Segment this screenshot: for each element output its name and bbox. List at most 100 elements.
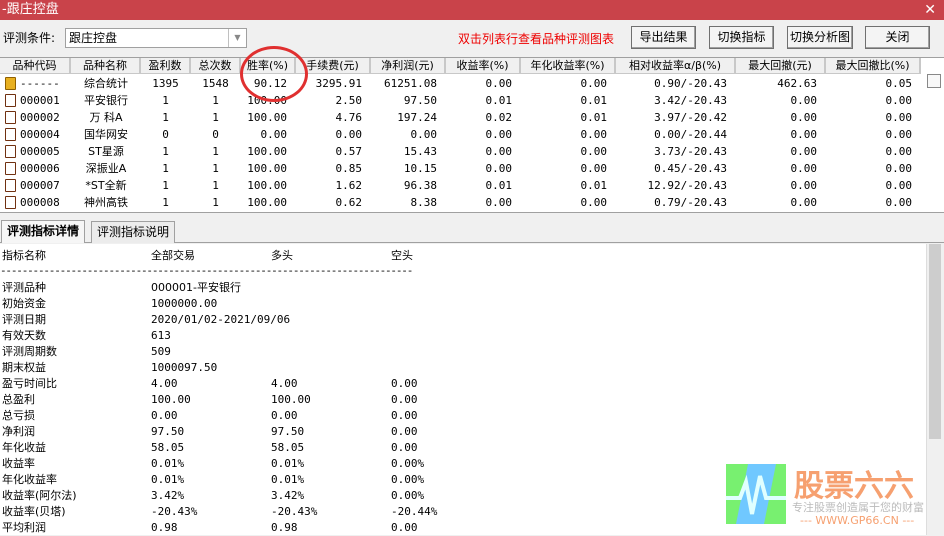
- svg-text:--- WWW.GP66.CN ---: --- WWW.GP66.CN ---: [800, 514, 914, 526]
- column-header[interactable]: 总次数: [191, 58, 241, 74]
- close-icon[interactable]: ✕: [924, 2, 936, 18]
- table-cell: 462.63: [777, 77, 817, 90]
- window-title: -跟庄控盘: [2, 2, 59, 17]
- detail-value: 0.00: [391, 521, 418, 534]
- table-cell: 8.38: [410, 196, 438, 209]
- detail-label: 平均利润: [2, 521, 46, 534]
- detail-label: 初始资金: [2, 297, 46, 310]
- table-cell: 1: [162, 196, 169, 209]
- tab-indicator-description[interactable]: 评测指标说明: [91, 221, 176, 243]
- table-cell: 3295.91: [315, 77, 362, 90]
- table-cell: 1: [212, 94, 219, 107]
- column-header[interactable]: 收益率(%): [446, 58, 521, 74]
- column-header[interactable]: 年化收益率(%): [521, 58, 616, 74]
- table-cell: 1: [162, 145, 169, 158]
- table-row[interactable]: 000002 万 科A 1 1 100.00 4.76 197.24 0.02 0.01 3.97…: [0, 109, 924, 126]
- export-button[interactable]: 导出结果: [631, 26, 696, 49]
- table-cell: 0.01: [580, 94, 608, 107]
- detail-value: 0.01%: [271, 457, 305, 470]
- table-cell: 2.50: [335, 94, 363, 107]
- table-cell: 0.00/-20.44: [654, 128, 727, 141]
- condition-select[interactable]: 跟庄控盘 ▼: [65, 28, 247, 48]
- table-cell: 0.00: [410, 128, 438, 141]
- detail-value: 0.00%: [391, 473, 425, 486]
- table-cell: 1: [162, 111, 169, 124]
- tab-indicator-details[interactable]: 评测指标详情: [1, 220, 86, 243]
- table-row[interactable]: 000006 深振业A 1 1 100.00 0.85 10.15 0.00 0.00 0.45/…: [0, 160, 924, 177]
- detail-value: 613: [151, 329, 171, 342]
- condition-label: 评测条件:: [3, 31, 56, 45]
- detail-scrollbar[interactable]: [926, 244, 944, 535]
- column-header[interactable]: 胜率(%): [241, 58, 296, 74]
- chevron-down-icon[interactable]: ▼: [228, 29, 246, 47]
- table-cell: 000005: [20, 145, 60, 158]
- detail-value: 4.00: [271, 377, 298, 390]
- detail-label: 年化收益: [2, 441, 46, 454]
- detail-value: 0.00: [391, 377, 418, 390]
- svg-text:股票六六: 股票六六: [794, 469, 914, 504]
- table-cell: 3.73/-20.43: [654, 145, 727, 158]
- table-row[interactable]: ------ 综合统计 1395 1548 90.12 3295.91 61251.08 0.…: [0, 75, 924, 92]
- column-header[interactable]: 净利润(元): [371, 58, 446, 74]
- table-cell: 0.00: [580, 145, 608, 158]
- column-header[interactable]: 手续费(元): [296, 58, 371, 74]
- table-cell: 0.00: [580, 128, 608, 141]
- detail-value: 100.00: [271, 393, 311, 406]
- table-cell: 97.50: [403, 94, 437, 107]
- detail-label: 收益率(贝塔): [2, 505, 66, 518]
- table-cell: 000001: [20, 94, 60, 107]
- table-cell: 10.15: [403, 162, 437, 175]
- switch-indicator-button[interactable]: 切换指标: [709, 26, 774, 49]
- detail-label: 收益率: [2, 457, 35, 470]
- stock-icon: [5, 145, 16, 158]
- table-cell: 61251.08: [384, 77, 437, 90]
- table-cell: 000004: [20, 128, 60, 141]
- detail-value: 0.98: [271, 521, 298, 534]
- table-cell: 平安银行: [84, 94, 128, 107]
- table-cell: 0.45/-20.43: [654, 162, 727, 175]
- table-cell: 0.00: [485, 196, 513, 209]
- table-cell: 3.97/-20.42: [654, 111, 727, 124]
- table-cell: 0.57: [335, 145, 363, 158]
- table-cell: 0.01: [485, 179, 513, 192]
- table-cell: 国华网安: [84, 128, 128, 141]
- table-cell: 000002: [20, 111, 60, 124]
- table-cell: 100.00: [247, 179, 287, 192]
- detail-value: -20.44%: [391, 505, 438, 518]
- column-header[interactable]: 最大回撤比(%): [826, 58, 921, 74]
- detail-value: 0.00%: [391, 457, 425, 470]
- stock-icon: [5, 94, 16, 107]
- table-cell: 0.00: [485, 128, 513, 141]
- table-cell: 0.00: [790, 111, 818, 124]
- table-cell: 0.00: [885, 162, 913, 175]
- column-header[interactable]: 最大回撤(元): [736, 58, 826, 74]
- table-scrollbar-checkbox[interactable]: [927, 74, 941, 88]
- column-header[interactable]: 品种代码: [0, 58, 71, 74]
- detail-value: 0.00: [391, 425, 418, 438]
- table-cell: 0.00: [580, 77, 608, 90]
- column-header[interactable]: 品种名称: [71, 58, 141, 74]
- column-header[interactable]: 盈利数: [141, 58, 191, 74]
- table-cell: 90.12: [253, 77, 287, 90]
- scrollbar-thumb[interactable]: [929, 244, 941, 439]
- column-header[interactable]: 相对收益率α/β(%): [616, 58, 736, 74]
- detail-label: 000001-平安银行: [151, 281, 241, 294]
- table-row[interactable]: 000008 神州高铁 1 1 100.00 0.62 8.38 0.00 0.00 0.79/-…: [0, 194, 924, 211]
- table-cell: 100.00: [247, 145, 287, 158]
- table-row[interactable]: 000001 平安银行 1 1 100.00 2.50 97.50 0.01 0.01 3.42/…: [0, 92, 924, 109]
- switch-chart-button[interactable]: 切换分析图: [787, 26, 853, 49]
- table-row[interactable]: 000004 国华网安 0 0 0.00 0.00 0.00 0.00 0.00 0.00/-20…: [0, 126, 924, 143]
- table-cell: 100.00: [247, 94, 287, 107]
- detail-value: 97.50: [151, 425, 185, 438]
- table-row[interactable]: 000005 ST星源 1 1 100.00 0.57 15.43 0.00 0.00 3.73/…: [0, 143, 924, 160]
- close-button[interactable]: 关闭: [865, 26, 930, 49]
- table-cell: 000006: [20, 162, 60, 175]
- table-cell: 0.00: [335, 128, 363, 141]
- table-cell: 197.24: [397, 111, 437, 124]
- detail-value: 0.00: [391, 441, 418, 454]
- stock-icon: [5, 128, 16, 141]
- table-cell: 1: [212, 179, 219, 192]
- table-cell: 0.00: [885, 145, 913, 158]
- table-row[interactable]: 000007 *ST全新 1 1 100.00 1.62 96.38 0.01 0.01 12.9…: [0, 177, 924, 194]
- table-cell: 1548: [202, 77, 229, 90]
